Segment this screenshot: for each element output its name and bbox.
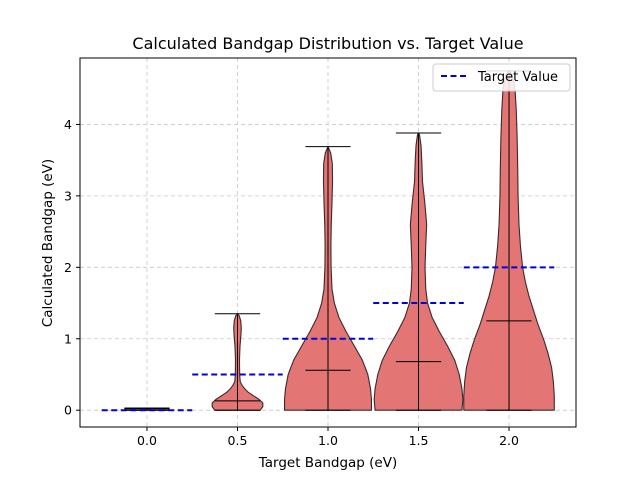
violins [124, 70, 555, 411]
legend-box [432, 63, 571, 92]
violin-group [284, 146, 372, 411]
x-tick-label: 0.0 [137, 433, 157, 448]
y-tick-label: 4 [64, 117, 72, 132]
y-tick-label: 3 [64, 188, 72, 203]
y-tick-label: 1 [64, 331, 72, 346]
target-lines [101, 266, 555, 412]
x-tick-label: 1.5 [409, 433, 429, 448]
x-tick-label: 0.5 [228, 433, 248, 448]
chart-title: Calculated Bandgap Distribution vs. Targ… [132, 34, 523, 53]
violin-group [373, 132, 464, 411]
x-tick-label: 1.0 [318, 433, 338, 448]
violin-group [211, 313, 264, 411]
axis-ticks: 0.0 0.5 1.0 1.5 2.0 0 1 2 3 4 [64, 117, 519, 448]
y-tick-label: 0 [64, 403, 72, 418]
x-tick-label: 2.0 [499, 433, 519, 448]
x-axis-label: Target Bandgap (eV) [258, 455, 398, 471]
y-tick-label: 2 [64, 260, 72, 275]
legend: Target Value [432, 63, 571, 92]
legend-target-label: Target Value [477, 70, 558, 85]
y-axis-label: Calculated Bandgap (eV) [40, 159, 56, 327]
